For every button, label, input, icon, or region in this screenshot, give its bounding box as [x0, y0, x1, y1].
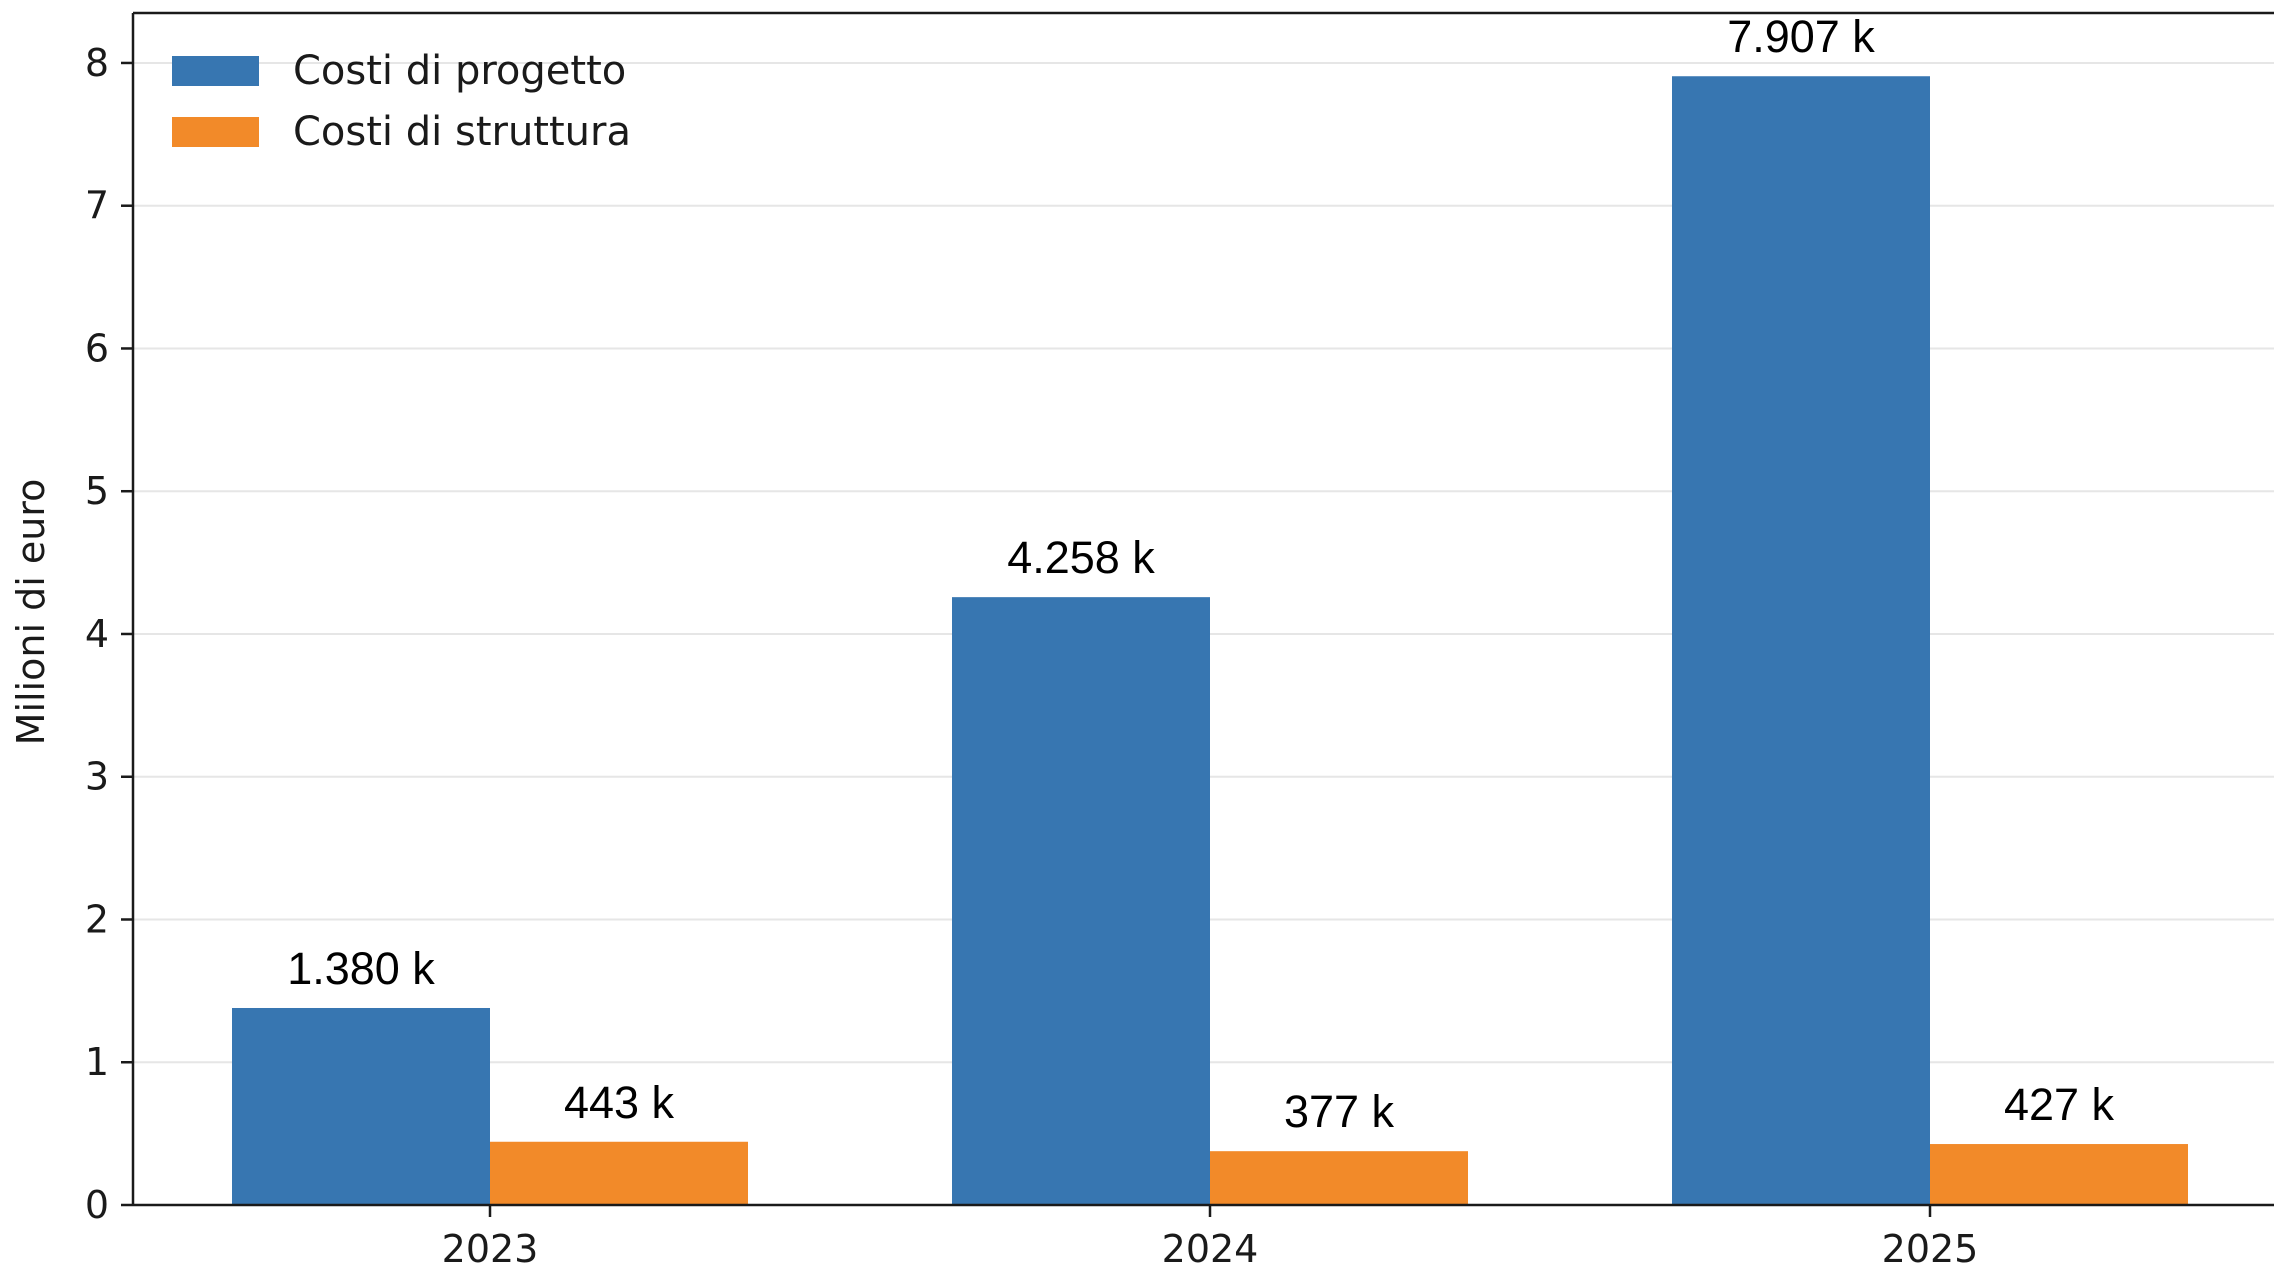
bar-costi-di-progetto [952, 597, 1210, 1205]
bar-value-label: 443 k [564, 1077, 675, 1128]
y-tick-label: 4 [85, 612, 109, 656]
bar-value-label: 4.258 k [1007, 532, 1155, 583]
bar-value-label: 427 k [2004, 1079, 2115, 1130]
data-labels: 1.380 k 443 k 4.258 k 377 k 7.907 k 427 k [287, 11, 2114, 1137]
y-tick-label: 5 [85, 469, 109, 513]
y-tick-label: 3 [85, 755, 109, 799]
bar-costi-di-struttura [1210, 1151, 1468, 1205]
x-tick-label: 2025 [1882, 1227, 1979, 1271]
bar-costi-di-progetto [1672, 76, 1930, 1206]
x-tick-label: 2023 [442, 1227, 539, 1271]
y-tick-label: 1 [85, 1040, 109, 1084]
y-axis-title: Milioni di euro [9, 479, 53, 746]
bars [232, 76, 2188, 1206]
bar-costi-di-progetto [232, 1007, 490, 1205]
y-tick-label: 0 [85, 1183, 109, 1227]
axes: 0 1 2 3 4 5 6 7 8 2023 2024 2025 [85, 11, 2274, 1271]
y-tick-label: 8 [85, 41, 109, 85]
y-tick-label: 2 [85, 897, 109, 941]
x-tick-label: 2024 [1162, 1227, 1259, 1271]
legend-swatch [172, 56, 259, 86]
legend-swatch [172, 117, 259, 147]
bar-value-label: 1.380 k [287, 943, 435, 994]
legend: Costi di progetto Costi di struttura [172, 48, 631, 155]
legend-label: Costi di progetto [293, 48, 626, 94]
legend-label: Costi di struttura [293, 109, 631, 155]
bar-value-label: 7.907 k [1727, 11, 1875, 62]
y-tick-label: 6 [85, 326, 109, 370]
y-tick-label: 7 [85, 184, 109, 228]
bar-costi-di-struttura [490, 1141, 748, 1205]
bar-costi-di-struttura [1930, 1144, 2188, 1205]
bar-value-label: 377 k [1284, 1086, 1395, 1137]
